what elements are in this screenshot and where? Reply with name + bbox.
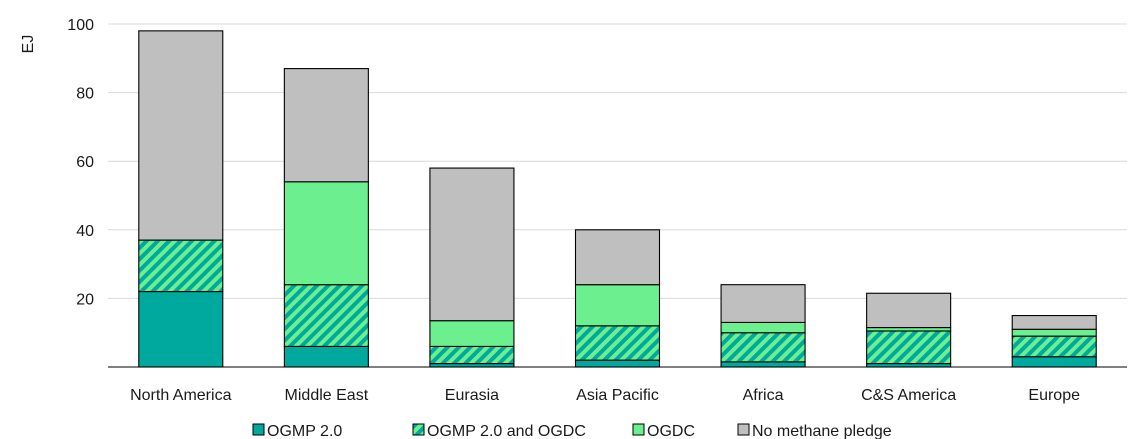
bar-africa-ogmp-2-0	[720, 361, 806, 368]
y-tick-label-60: 60	[76, 154, 94, 171]
bar-africa-ogdc	[720, 321, 806, 334]
bar-europe-no-methane-pledge	[1011, 314, 1097, 330]
legend-label-no-methane-pledge: No methane pledge	[752, 423, 892, 439]
x-tick-label-middle-east: Middle East	[285, 387, 369, 404]
bar-middle-east-ogmp-2-0-and-ogdc	[283, 284, 369, 347]
legend-swatch-ogmp-2-0	[252, 423, 265, 436]
y-tick-label-80: 80	[76, 86, 94, 103]
bar-north-america-ogmp-2-0	[138, 290, 224, 368]
y-tick-label-100: 100	[67, 17, 94, 34]
gridlines	[108, 23, 1127, 299]
bar-europe-ogmp-2-0	[1011, 356, 1097, 368]
bars	[138, 30, 1097, 368]
x-tick-label-africa: Africa	[743, 387, 784, 404]
bar-asia-pacific-ogmp-2-0	[574, 359, 661, 368]
bar-eurasia-no-methane-pledge	[429, 167, 515, 322]
legend-label-ogmp-2-0-and-ogdc: OGMP 2.0 and OGDC	[427, 423, 586, 439]
axes: 20 40 60 80 100 EJ North America Middle East Eur…	[20, 17, 1127, 404]
bar-north-america-no-methane-pledge	[138, 30, 224, 241]
bar-middle-east-no-methane-pledge	[283, 68, 369, 183]
x-tick-label-c-s-america: C&S America	[861, 387, 956, 404]
bar-asia-pacific-no-methane-pledge	[574, 229, 661, 286]
legend-label-ogdc: OGDC	[647, 423, 695, 439]
bar-eurasia-ogmp-2-0-and-ogdc	[429, 345, 515, 365]
bar-north-america-ogmp-2-0-and-ogdc	[138, 239, 224, 293]
bar-asia-pacific-ogdc	[574, 284, 661, 327]
legend-swatch-ogdc	[632, 423, 645, 436]
bar-middle-east-ogdc	[283, 181, 369, 286]
x-tick-label-north-america: North America	[130, 387, 231, 404]
bar-c-s-america-ogmp-2-0-and-ogdc	[866, 330, 952, 365]
bar-eurasia-ogdc	[429, 320, 515, 347]
legend-swatch-ogmp-2-0-and-ogdc	[412, 423, 425, 436]
y-tick-label-20: 20	[76, 291, 94, 308]
legend-swatch-no-methane-pledge	[737, 423, 750, 436]
bar-middle-east-ogmp-2-0	[283, 345, 369, 368]
legend: OGMP 2.0 OGMP 2.0 and OGDC OGDC No methane …	[252, 423, 892, 439]
x-tick-label-asia-pacific: Asia Pacific	[576, 387, 659, 404]
bar-asia-pacific-ogmp-2-0-and-ogdc	[574, 325, 661, 361]
bar-c-s-america-no-methane-pledge	[866, 292, 952, 329]
legend-label-ogmp-2-0: OGMP 2.0	[267, 423, 342, 439]
y-axis-title: EJ	[20, 35, 37, 54]
bar-europe-ogdc	[1011, 328, 1097, 337]
bar-africa-no-methane-pledge	[720, 284, 806, 323]
x-tick-label-europe: Europe	[1028, 387, 1080, 404]
y-tick-label-40: 40	[76, 223, 94, 240]
x-tick-label-eurasia: Eurasia	[445, 387, 499, 404]
bar-africa-ogmp-2-0-and-ogdc	[720, 332, 806, 363]
bar-europe-ogmp-2-0-and-ogdc	[1011, 335, 1097, 358]
